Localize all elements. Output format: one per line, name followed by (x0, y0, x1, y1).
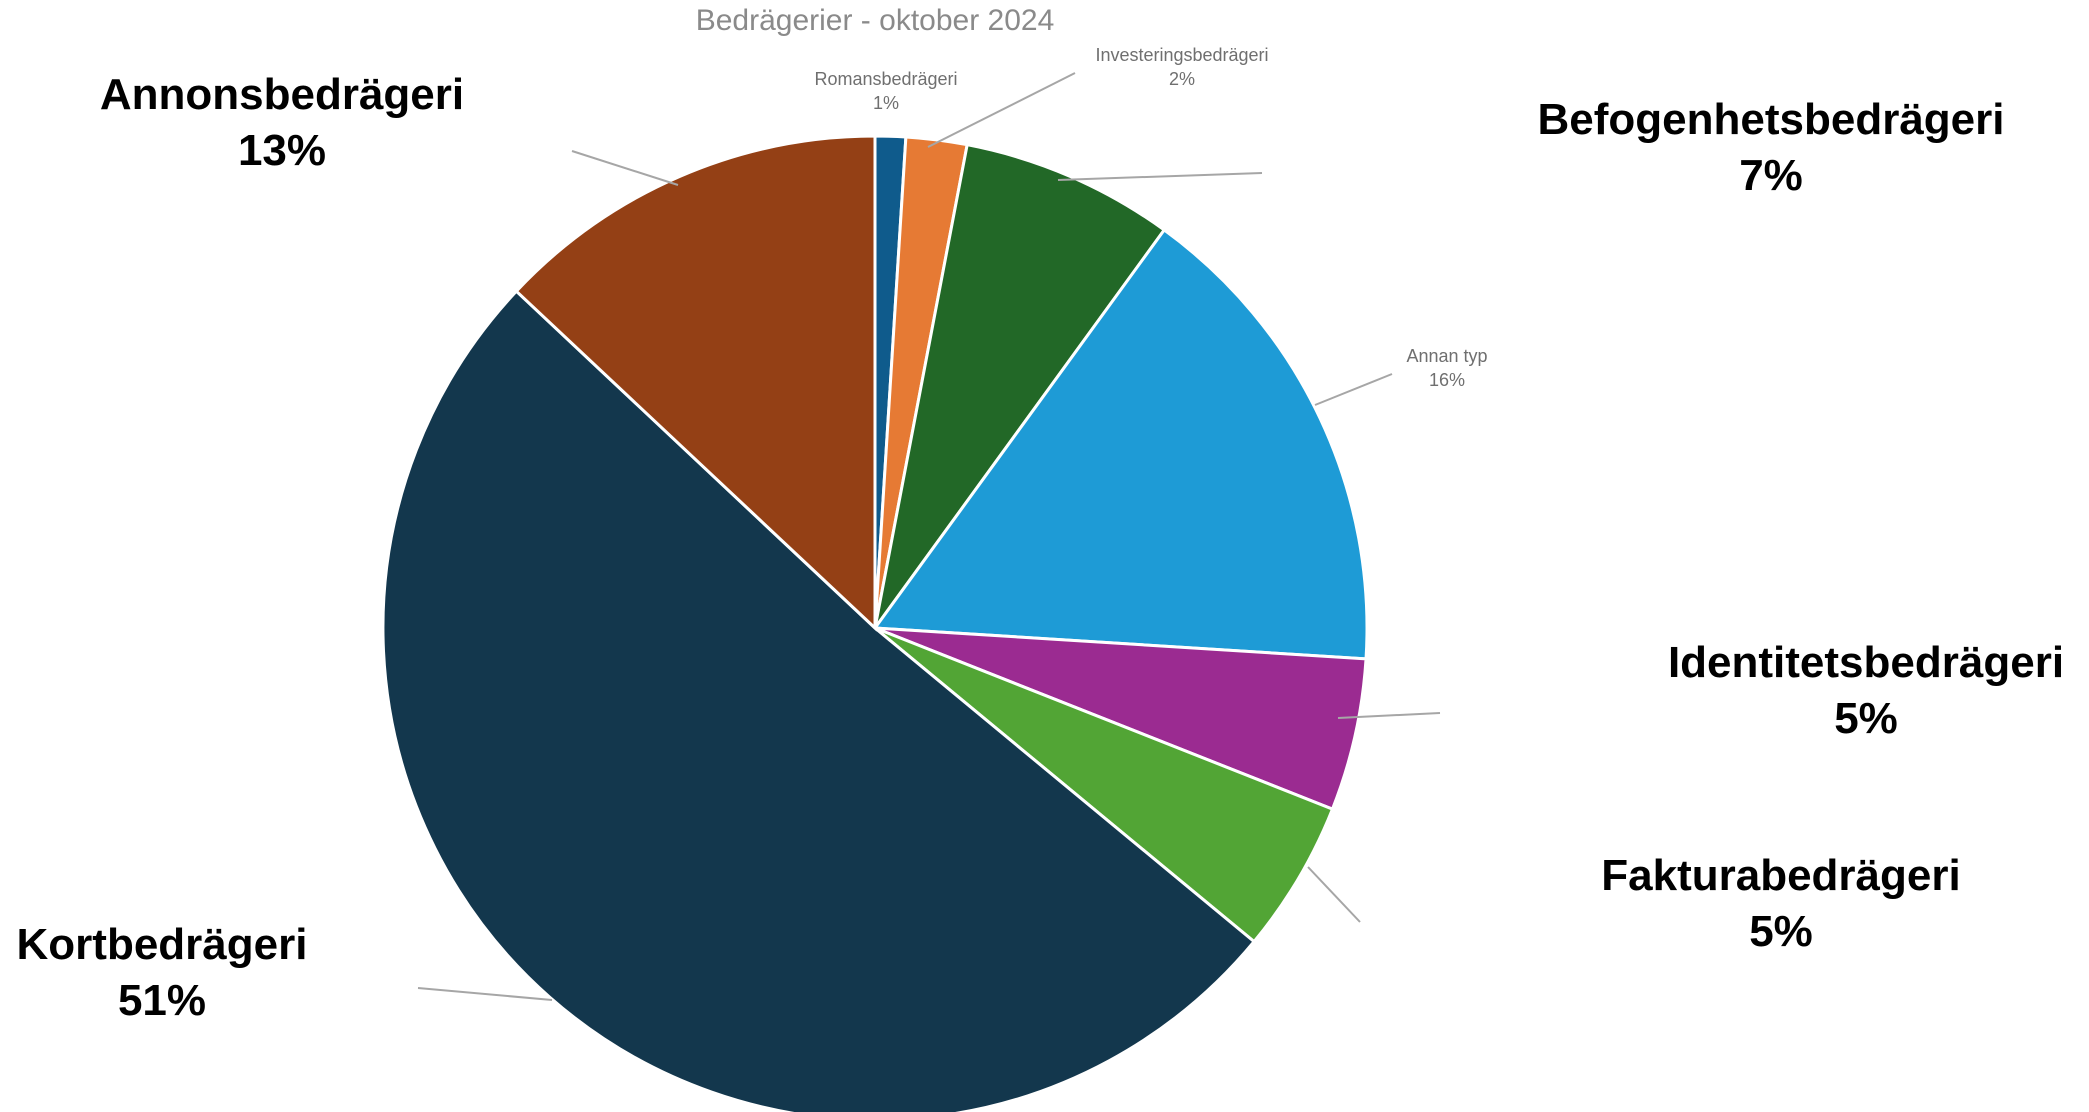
slice-label-investeringsbedrägeri: Investeringsbedrägeri (1095, 45, 1268, 65)
slice-label-annan typ: Annan typ (1406, 346, 1487, 366)
pie-slices (381, 134, 1369, 1112)
slice-value-annan typ: 16% (1429, 370, 1465, 390)
slice-labels: Romansbedrägeri 1% Investeringsbedrägeri 2%… (17, 45, 2065, 1025)
slice-label-kortbedrägeri: Kortbedrägeri (17, 920, 308, 969)
leader-line-fakturabedrägeri (1307, 866, 1361, 923)
slice-label-fakturabedrägeri: Fakturabedrägeri (1601, 851, 1960, 900)
leader-line-annan typ (1314, 373, 1393, 406)
slice-value-fakturabedrägeri: 5% (1749, 907, 1813, 956)
pie-slice-kortbedrägeri (381, 289, 1257, 1112)
leader-line-investeringsbedrägeri (1057, 172, 1263, 181)
slice-label-identitetsbedrägeri: Identitetsbedrägeri (1668, 638, 2064, 687)
slice-label-annonsbedrägeri: Annonsbedrägeri (100, 70, 464, 119)
leader-lines (417, 72, 1441, 1001)
slice-value-kortbedrägeri: 51% (118, 976, 206, 1025)
slice-value-identitetsbedrägeri: 5% (1834, 694, 1898, 743)
slice-value-romansbedrägeri: 1% (873, 93, 899, 113)
pie-slice-annan typ (872, 227, 1369, 661)
slice-value-befogenhetsbedrägeri: 7% (1739, 151, 1803, 200)
slice-value-investeringsbedrägeri: 2% (1169, 69, 1195, 89)
slice-label-befogenhetsbedrägeri: Befogenhetsbedrägeri (1538, 95, 2005, 144)
leader-line-romansbedrägeri (927, 72, 1076, 148)
leader-line-annonsbedrägeri (571, 150, 679, 186)
pie-slice-identitetsbedrägeri (874, 626, 1368, 812)
slice-label-romansbedrägeri: Romansbedrägeri (814, 69, 957, 89)
pie-slice-befogenhetsbedrägeri (873, 142, 1167, 629)
pie-slice-annonsbedrägeri (514, 134, 877, 632)
pie-slice-fakturabedrägeri (874, 626, 1335, 944)
leader-line-kortbedrägeri (417, 987, 553, 1001)
slice-value-annonsbedrägeri: 13% (238, 126, 326, 175)
leader-line-identitetsbedrägeri (1337, 712, 1441, 719)
chart-title: Bedrägerier - oktober 2024 (696, 4, 1055, 37)
